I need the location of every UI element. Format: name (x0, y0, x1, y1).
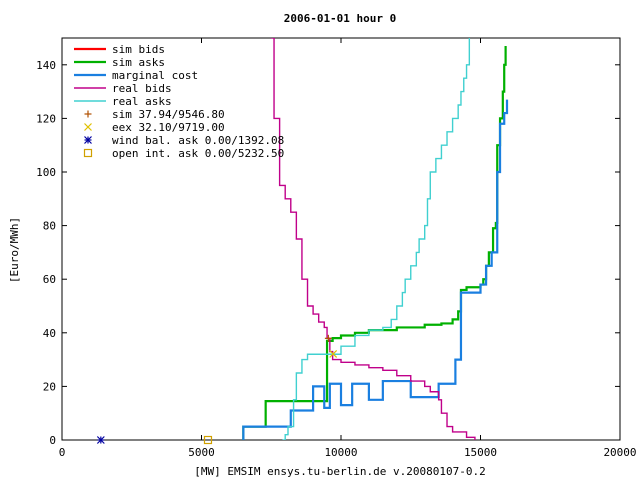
chart-title: 2006-01-01 hour 0 (284, 12, 397, 25)
y-tick-label: 80 (43, 220, 56, 233)
y-tick-label: 20 (43, 380, 56, 393)
marker-point-1 (329, 350, 338, 358)
x-tick-label: 0 (59, 446, 66, 459)
marker-point-0 (324, 334, 332, 342)
legend-label: open int. ask 0.00/5232.50 (112, 147, 284, 160)
x-tick-label: 10000 (324, 446, 357, 459)
axis-ticks: 0 5000 10000 15000 20000 0 20 40 60 80 100 120 140 (36, 38, 637, 459)
legend-label: eex 32.10/9719.00 (112, 121, 225, 134)
legend-label: sim bids (112, 43, 165, 56)
series-line-2 (242, 99, 509, 440)
legend-symbol-1 (84, 123, 92, 131)
marker-point-2 (96, 436, 105, 444)
y-tick-label: 60 (43, 273, 56, 286)
legend-label: sim 37.94/9546.80 (112, 108, 225, 121)
legend-label: real bids (112, 82, 172, 95)
marker-group (96, 334, 338, 445)
series-line-1 (242, 46, 507, 440)
y-tick-label: 120 (36, 112, 56, 125)
legend-symbol-2 (84, 136, 92, 144)
y-tick-label: 0 (49, 434, 56, 447)
x-axis-label: [MW] EMSIM ensys.tu-berlin.de v.20080107… (194, 465, 485, 478)
legend-label: wind bal. ask 0.00/1392.08 (112, 134, 284, 147)
series-group (242, 38, 509, 440)
series-line-3 (271, 38, 476, 440)
legend-symbol-0 (84, 110, 92, 118)
marker-point-3 (203, 435, 213, 445)
y-axis-label: [Euro/MWh] (8, 217, 21, 283)
x-tick-label: 20000 (603, 446, 636, 459)
y-tick-label: 100 (36, 166, 56, 179)
x-tick-label: 15000 (464, 446, 497, 459)
y-tick-label: 40 (43, 327, 56, 340)
legend-label: marginal cost (112, 69, 198, 82)
legend-label: real asks (112, 95, 172, 108)
legend-symbol-3 (83, 148, 93, 158)
y-tick-label: 140 (36, 59, 56, 72)
series-line-4 (282, 38, 471, 440)
legend-label: sim asks (112, 56, 165, 69)
x-tick-label: 5000 (188, 446, 215, 459)
